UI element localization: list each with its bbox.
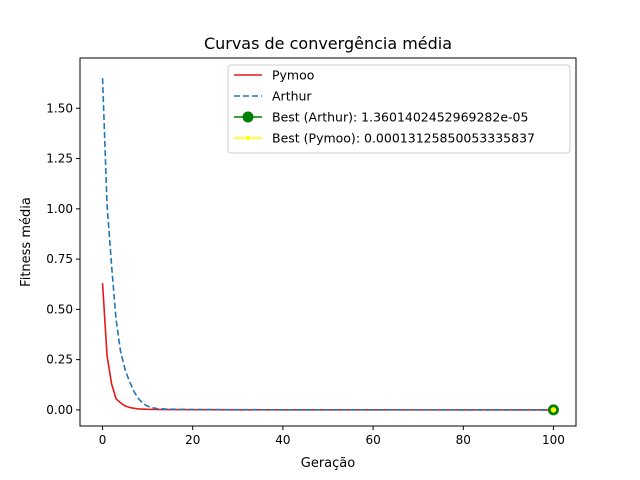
y-tick-label: 1.00: [46, 202, 73, 216]
x-tick-label: 20: [185, 433, 200, 447]
legend-label: Best (Pymoo): 0.00013125850053335837: [272, 131, 535, 146]
best-point-pymoo: [550, 407, 557, 413]
y-tick-label: 0.00: [46, 403, 73, 417]
legend-label: Pymoo: [272, 68, 314, 83]
y-tick-label: 0.25: [46, 353, 73, 367]
legend-box: [227, 64, 571, 154]
legend-marker: [242, 111, 254, 123]
x-tick-label: 0: [99, 433, 107, 447]
x-tick-label: 60: [365, 433, 380, 447]
x-tick-label: 40: [275, 433, 290, 447]
series-layer: [101, 78, 554, 411]
series-line-pymoo: [101, 283, 554, 411]
y-tick-label: 0.50: [46, 302, 73, 316]
legend-marker: [245, 135, 251, 141]
x-tick-label: 100: [542, 433, 565, 447]
y-axis-label: Fitness média: [19, 197, 34, 287]
legend: Pymoo Arthur Best (Arthur): 1.360140245296…: [227, 64, 571, 154]
y-tick-label: 1.25: [46, 152, 73, 166]
y-axis: 0.00 0.25 0.50 0.75 1.00 1.25 1.50: [46, 101, 80, 417]
legend-label: Arthur: [272, 89, 312, 104]
y-tick-label: 1.50: [46, 101, 73, 115]
x-axis: 0 20 40 60 80 100: [99, 426, 565, 447]
legend-label: Best (Arthur): 1.3601402452969282e-05: [272, 110, 528, 125]
chart-title: Curvas de convergência média: [204, 34, 452, 53]
plot-frame: [79, 57, 577, 427]
x-tick-label: 80: [456, 433, 471, 447]
y-tick-label: 0.75: [46, 252, 73, 266]
markers-layer: [547, 404, 559, 416]
series-line-arthur: [101, 78, 554, 411]
x-axis-label: Geração: [301, 456, 355, 471]
